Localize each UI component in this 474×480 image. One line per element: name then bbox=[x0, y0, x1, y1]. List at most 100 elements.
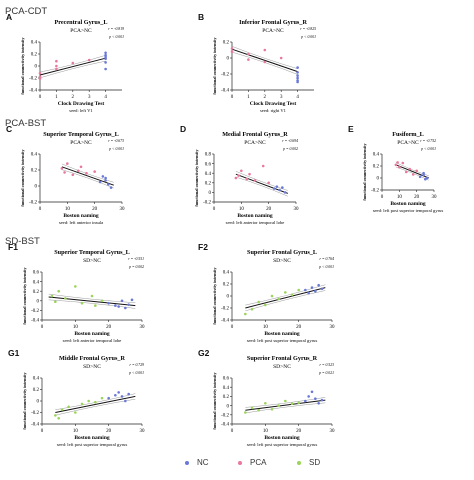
data-point-sd bbox=[257, 300, 260, 304]
data-point-nc bbox=[104, 57, 107, 61]
x-axis-label: Clock Drawing Test bbox=[250, 101, 297, 107]
data-point-nc bbox=[101, 175, 105, 178]
data-point-sd bbox=[94, 400, 97, 404]
data-point-pca bbox=[63, 171, 66, 174]
data-point-pca bbox=[248, 172, 251, 176]
chart-title: Medial Frontal Gyrus_R bbox=[222, 131, 288, 138]
section-label-sd-bst: SD-BST bbox=[5, 236, 40, 247]
x-tick-label: 10 bbox=[263, 325, 269, 330]
r-value: r = 0.764 bbox=[320, 257, 335, 261]
data-point-sd bbox=[270, 407, 274, 411]
y-tick-label: -0.4 bbox=[221, 423, 229, 428]
y-tick-label: 0 bbox=[37, 400, 40, 405]
data-point-pca bbox=[60, 167, 64, 170]
data-point-pca bbox=[55, 59, 58, 63]
data-point-nc bbox=[422, 173, 425, 177]
data-point-sd bbox=[80, 301, 84, 305]
data-point-sd bbox=[290, 402, 294, 406]
r-value: r = -0.825 bbox=[300, 27, 316, 31]
data-point-pca bbox=[396, 161, 399, 164]
x-axis-label: Boston naming bbox=[63, 213, 99, 219]
p-value: p < 0.001 bbox=[318, 265, 334, 269]
seed-label: seed: left post superior temporal gyrus bbox=[247, 442, 318, 447]
data-point-nc bbox=[127, 392, 130, 396]
y-tick-label: 0.2 bbox=[31, 169, 38, 174]
data-point-nc bbox=[320, 398, 324, 402]
data-point-pca bbox=[247, 52, 250, 56]
data-point-nc bbox=[117, 305, 120, 308]
x-tick-label: 0 bbox=[231, 325, 234, 330]
y-axis-label: functional connectivity intensity bbox=[22, 266, 27, 324]
x-tick-label: 3 bbox=[88, 95, 91, 100]
p-value: p < 0.001 bbox=[300, 35, 316, 39]
data-point-nc bbox=[278, 188, 281, 192]
x-axis-label: Boston naming bbox=[390, 201, 426, 207]
x-axis-label: Boston naming bbox=[237, 213, 273, 219]
seed-label: seed: left post superior temporal gyrus bbox=[57, 442, 128, 447]
p-value: p < 0.001 bbox=[128, 371, 144, 375]
y-tick-label: 0.4 bbox=[205, 172, 212, 177]
data-point-sd bbox=[90, 294, 94, 298]
data-point-pca bbox=[247, 58, 250, 61]
data-point-nc bbox=[296, 79, 299, 82]
data-point-pca bbox=[38, 75, 42, 79]
data-point-sd bbox=[257, 408, 260, 412]
data-point-pca bbox=[85, 171, 88, 175]
x-tick-label: 20 bbox=[106, 325, 112, 330]
p-value: p = 0.021 bbox=[318, 371, 334, 375]
data-point-pca bbox=[279, 56, 283, 60]
data-point-nc bbox=[107, 183, 110, 186]
y-tick-label: 0.4 bbox=[223, 386, 230, 391]
y-tick-label: -0.2 bbox=[29, 201, 37, 206]
x-tick-label: 20 bbox=[266, 207, 272, 212]
data-point-sd bbox=[100, 299, 104, 303]
data-point-pca bbox=[93, 170, 96, 173]
confidence-band-upper bbox=[231, 46, 298, 69]
x-tick-label: 0 bbox=[41, 325, 44, 330]
data-point-nc bbox=[109, 186, 113, 189]
x-tick-label: 0 bbox=[39, 95, 42, 100]
data-point-sd bbox=[64, 297, 67, 300]
data-point-sd bbox=[244, 411, 247, 414]
data-point-nc bbox=[296, 76, 299, 80]
y-tick-label: -0.2 bbox=[371, 189, 379, 194]
data-point-sd bbox=[250, 406, 254, 410]
y-tick-label: 0.2 bbox=[205, 182, 212, 187]
seed-label: seed: right V1 bbox=[260, 108, 287, 113]
data-point-nc bbox=[296, 74, 299, 77]
data-point-nc bbox=[272, 187, 276, 190]
legend-label-nc: NC bbox=[197, 458, 209, 467]
panel-letter-f1: F1 bbox=[8, 242, 18, 252]
x-tick-label: 4 bbox=[104, 95, 107, 100]
section-label-pca-bst: PCA-BST bbox=[5, 118, 47, 129]
x-axis-label: Boston naming bbox=[74, 435, 110, 441]
data-point-nc bbox=[320, 287, 324, 291]
data-point-sd bbox=[264, 402, 267, 405]
data-point-nc bbox=[304, 288, 307, 292]
data-point-pca bbox=[408, 167, 412, 171]
confidence-band-lower bbox=[61, 169, 114, 189]
x-tick-label: 30 bbox=[140, 325, 146, 330]
data-point-pca bbox=[237, 174, 240, 177]
x-axis-label: Clock Drawing Test bbox=[58, 101, 105, 107]
r-value: r = -0.752 bbox=[420, 139, 436, 143]
data-point-sd bbox=[270, 294, 274, 298]
r-value: r = -0.694 bbox=[282, 139, 298, 143]
data-point-pca bbox=[234, 176, 238, 180]
p-value: p < 0.001 bbox=[108, 147, 124, 151]
chart-subtitle: PCA>NC bbox=[244, 140, 266, 146]
y-tick-label: 0.4 bbox=[31, 41, 38, 46]
data-point-pca bbox=[71, 173, 75, 177]
x-tick-label: 1 bbox=[247, 95, 250, 100]
data-point-pca bbox=[394, 163, 398, 167]
regression-line bbox=[48, 296, 136, 307]
data-point-nc bbox=[317, 283, 320, 287]
regression-line bbox=[231, 48, 298, 73]
x-tick-label: 30 bbox=[294, 207, 300, 212]
y-tick-label: -0.2 bbox=[221, 307, 229, 312]
confidence-band-upper bbox=[39, 55, 106, 73]
data-point-sd bbox=[297, 288, 300, 292]
x-axis-label: Boston naming bbox=[74, 331, 110, 337]
